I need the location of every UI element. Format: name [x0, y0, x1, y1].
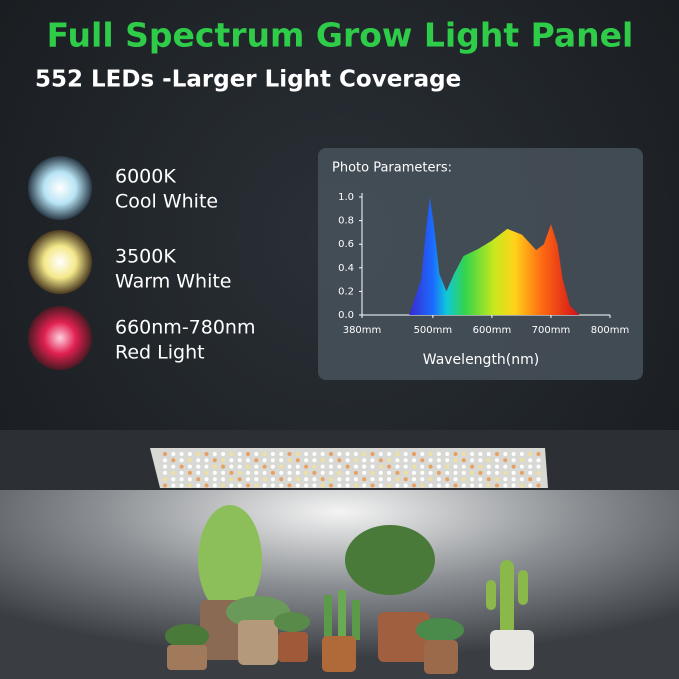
y-tick-label: 0.6 — [338, 239, 354, 250]
feature-subtitle: Red Light — [115, 342, 205, 364]
feature-icon — [28, 156, 92, 220]
x-tick-label: 700mm — [532, 325, 571, 336]
y-tick-label: 0.8 — [338, 216, 354, 227]
page-subtitle: 552 LEDs -Larger Light Coverage — [35, 67, 461, 93]
feature-title: 6000K — [115, 166, 176, 188]
x-tick-label: 500mm — [414, 325, 453, 336]
x-tick-label: 600mm — [473, 325, 512, 336]
x-tick-label: 380mm — [343, 325, 382, 336]
y-tick-label: 0.0 — [338, 310, 354, 321]
page-title: Full Spectrum Grow Light Panel — [47, 16, 634, 55]
feature-subtitle: Cool White — [115, 191, 218, 213]
y-tick-label: 0.2 — [338, 286, 354, 297]
feature-icon — [28, 230, 92, 294]
x-tick-label: 800mm — [591, 325, 630, 336]
spectrum-area — [409, 197, 580, 315]
feature-icon — [28, 306, 92, 370]
chart-title: Photo Parameters: — [332, 161, 452, 176]
plants — [165, 505, 534, 674]
led-array — [163, 452, 541, 488]
feature-subtitle: Warm White — [115, 271, 232, 293]
y-tick-label: 1.0 — [338, 192, 354, 203]
feature-title: 3500K — [115, 246, 176, 268]
chart: 0.0 0.2 0.4 0.6 0.8 1.0 380mm 500mm 600mm 700mm 80… — [338, 192, 629, 336]
x-axis-label: Wavelength(nm) — [423, 352, 539, 368]
feature-title: 660nm-780nm — [115, 317, 256, 339]
y-tick-label: 0.4 — [338, 263, 354, 274]
